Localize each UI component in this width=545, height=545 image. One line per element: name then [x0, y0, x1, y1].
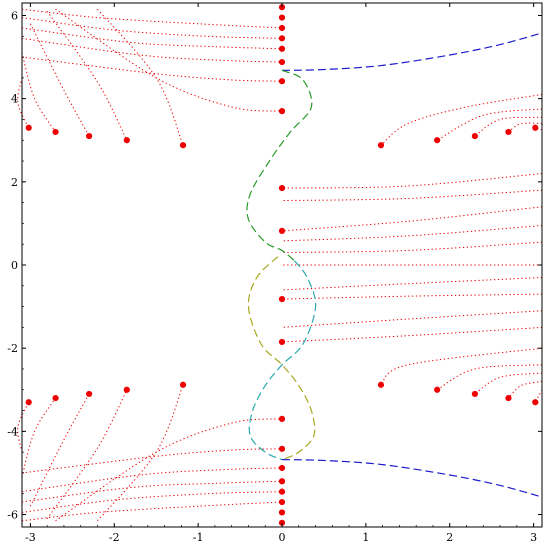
- trajectory-8: [29, 23, 90, 137]
- trajectory-29: [508, 380, 543, 399]
- trajectory-10: [97, 8, 184, 146]
- trajectory-41: [97, 384, 184, 522]
- data-point-21: [52, 128, 59, 136]
- y-tick-label-5: -4: [7, 425, 18, 438]
- data-point-22: [85, 132, 93, 140]
- data-point-5: [278, 58, 286, 66]
- data-point-31: [52, 394, 59, 402]
- trajectory-9: [46, 11, 128, 141]
- data-point-18: [278, 509, 286, 516]
- trajectory-22: [281, 276, 543, 291]
- trajectory-39: [29, 393, 90, 507]
- trajectory-18: [281, 206, 543, 232]
- branch-curve-0: [281, 32, 543, 71]
- data-point-19: [278, 519, 286, 526]
- y-tick-label-0: 6: [11, 9, 18, 22]
- trajectory-7: [21, 52, 56, 133]
- data-point-14: [278, 464, 286, 472]
- data-point-34: [179, 381, 187, 388]
- point-group: [25, 4, 539, 526]
- data-point-26: [434, 137, 441, 144]
- y-tick-label-4: -2: [7, 342, 18, 355]
- trajectory-19: [281, 224, 543, 242]
- data-point-16: [278, 488, 286, 495]
- trajectory-40: [46, 389, 128, 519]
- data-point-11: [278, 338, 286, 346]
- x-tick-label-3: 0: [279, 531, 286, 544]
- data-point-36: [434, 386, 441, 393]
- x-tick-label-1: -2: [109, 531, 120, 544]
- trajectory-23: [281, 293, 543, 300]
- data-point-29: [532, 124, 539, 131]
- data-point-24: [179, 142, 187, 149]
- data-point-38: [505, 394, 512, 402]
- trajectory-24: [281, 310, 543, 328]
- data-point-32: [85, 390, 93, 398]
- branch-curve-1: [281, 459, 543, 498]
- data-point-2: [278, 24, 286, 32]
- data-point-13: [278, 445, 286, 452]
- data-point-0: [278, 4, 286, 11]
- trajectory-14: [508, 122, 543, 133]
- data-point-37: [471, 390, 479, 398]
- data-point-7: [278, 108, 286, 115]
- x-tick-label-6: 3: [530, 531, 537, 544]
- data-point-6: [278, 78, 286, 85]
- data-point-35: [377, 381, 385, 388]
- trajectory-11: [380, 93, 543, 146]
- trajectory-16: [281, 173, 543, 189]
- y-tick-label-1: 4: [11, 93, 18, 106]
- x-tick-label-5: 2: [446, 531, 453, 544]
- trajectory-32: [21, 491, 283, 513]
- trajectory-2: [21, 27, 283, 50]
- x-tick-label-2: -1: [193, 531, 204, 544]
- x-tick-label-0: -3: [25, 531, 36, 544]
- trajectory-3: [21, 37, 283, 63]
- data-point-9: [278, 227, 286, 234]
- data-point-1: [278, 14, 286, 21]
- data-point-23: [123, 137, 130, 144]
- data-point-30: [25, 399, 32, 406]
- trajectory-25: [281, 326, 543, 343]
- trajectory-4: [21, 56, 283, 82]
- data-point-28: [505, 128, 512, 136]
- data-point-33: [123, 386, 130, 393]
- branch-curve-3: [247, 256, 316, 461]
- data-point-4: [278, 45, 286, 52]
- y-tick-label-3: 0: [11, 259, 18, 272]
- branch-curve-4: [248, 260, 317, 461]
- data-point-8: [278, 184, 286, 192]
- trajectory-17: [281, 189, 543, 202]
- data-point-12: [278, 415, 286, 422]
- data-point-25: [377, 142, 385, 149]
- data-point-20: [25, 124, 32, 131]
- trajectory-27: [436, 364, 543, 391]
- trajectory-1: [21, 17, 283, 39]
- trajectory-15: [535, 127, 543, 131]
- data-point-17: [278, 498, 286, 506]
- x-tick-label-4: 1: [362, 531, 369, 544]
- data-point-15: [278, 478, 286, 485]
- trajectory-38: [21, 397, 56, 478]
- trajectory-12: [436, 108, 543, 141]
- trajectory-34: [21, 467, 283, 493]
- x-axis-ticks: -3 -2 -1 0 1 2 3: [25, 3, 537, 544]
- data-point-3: [278, 35, 286, 42]
- branch-curve-2: [246, 69, 313, 262]
- trajectory-20: [281, 241, 543, 254]
- y-tick-label-6: -6: [7, 509, 18, 522]
- data-point-27: [471, 132, 479, 140]
- data-point-10: [278, 296, 286, 303]
- trajectory-33: [21, 480, 283, 503]
- trajectory-35: [21, 448, 283, 474]
- data-point-39: [532, 399, 539, 406]
- y-tick-label-2: 2: [11, 176, 18, 189]
- y-axis-ticks: 6 4 2 0 -2 -4 -6: [7, 9, 542, 522]
- branch-curve-group: [246, 32, 543, 498]
